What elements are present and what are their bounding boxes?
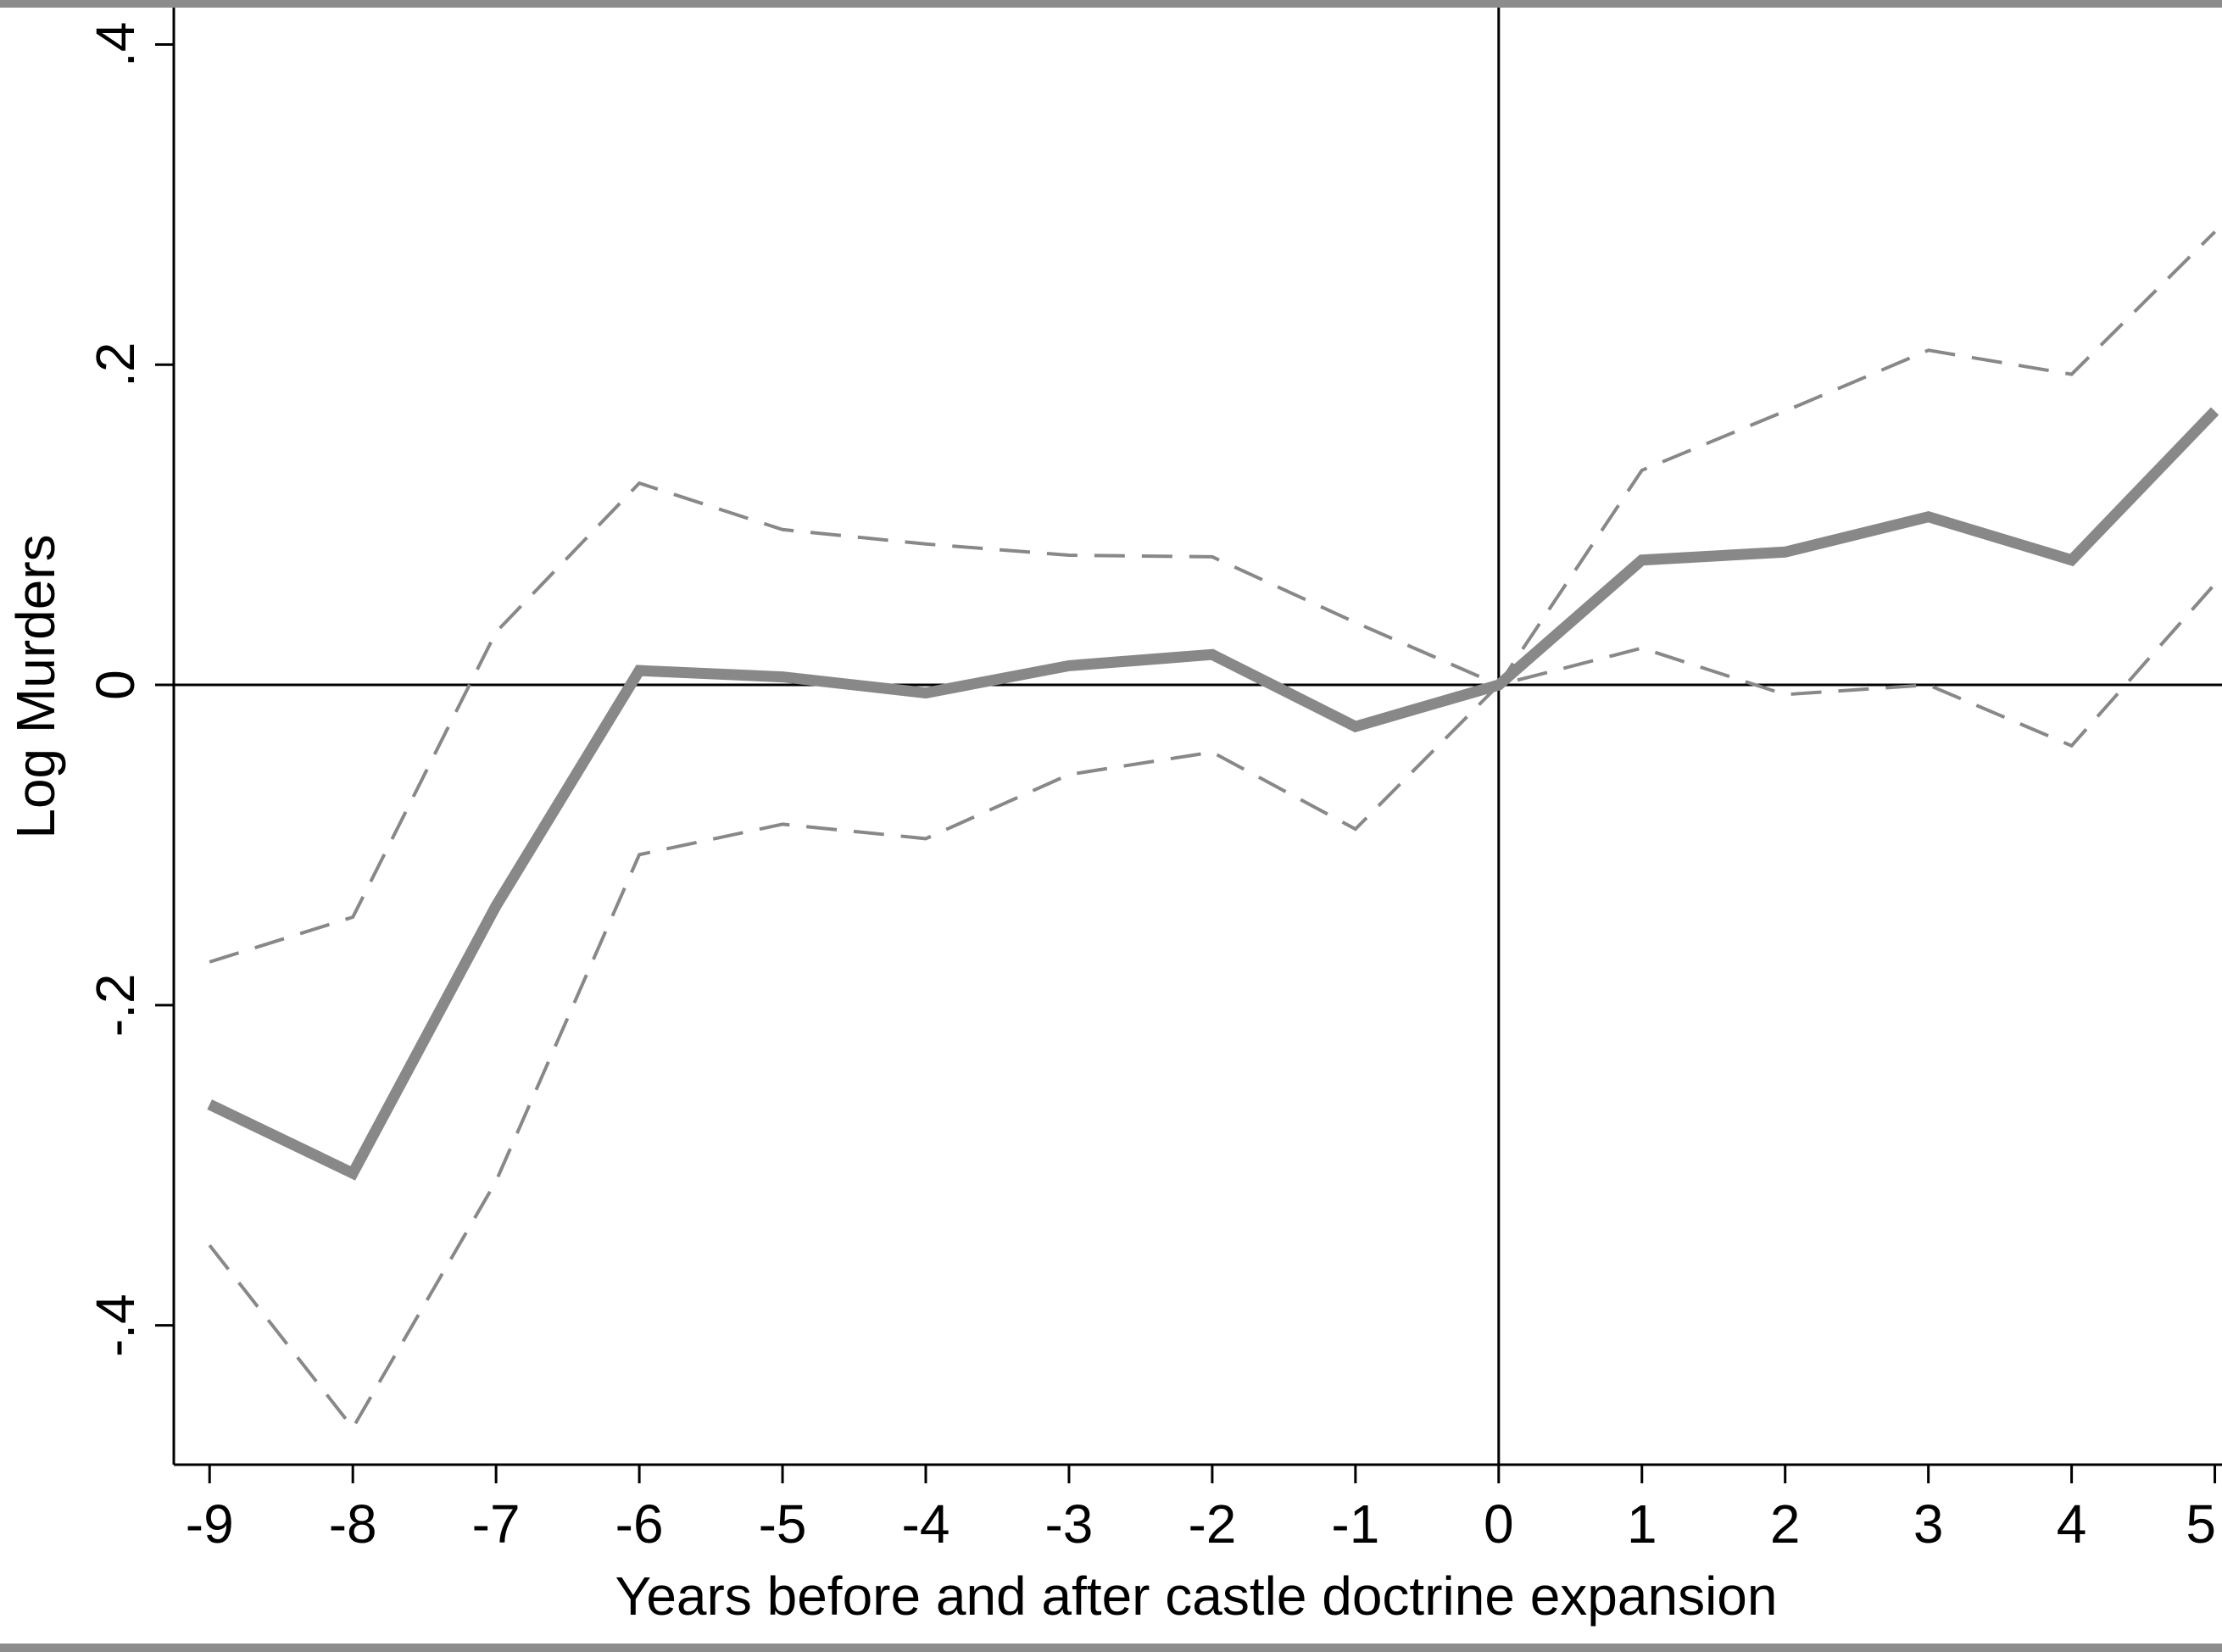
y-tick-label: -.2: [85, 974, 146, 1037]
series-line-lower-bound: [208, 582, 2217, 1432]
x-tick-label: -9: [186, 1493, 234, 1555]
x-tick-label: 4: [2057, 1493, 2087, 1555]
x-tick-label: 3: [1913, 1493, 1944, 1555]
y-tick-label: .2: [85, 342, 146, 387]
series-line-estimate: [207, 407, 2219, 1181]
x-tick-label: -4: [902, 1493, 950, 1555]
x-tick-label: -8: [329, 1493, 377, 1555]
y-tick-label: -.4: [85, 1293, 146, 1357]
x-tick-label: -2: [1188, 1493, 1236, 1555]
series-layer: [207, 231, 2219, 1432]
x-tick-label: 1: [1627, 1493, 1657, 1555]
y-tick-label: 0: [85, 670, 146, 700]
x-tick-label: -6: [615, 1493, 664, 1555]
x-tick-label: 5: [2186, 1493, 2216, 1555]
axes: -.4 -.2 0 .2 .4 -9 -8 -7 -6 -5 -4 -3 -2 -1 0 1 2 3 4 5: [85, 8, 2222, 1555]
x-tick-label: -7: [472, 1493, 521, 1555]
y-tick-label: .4: [85, 22, 146, 67]
x-tick-label: -3: [1044, 1493, 1093, 1555]
frame-top-bar: [0, 0, 2222, 8]
x-tick-label: -5: [759, 1493, 807, 1555]
x-tick-label: -1: [1331, 1493, 1379, 1555]
x-axis-title: Years before and after castle doctrine e…: [615, 1566, 1778, 1627]
series-line-upper-bound: [209, 231, 2217, 964]
x-tick-label: 2: [1770, 1493, 1801, 1555]
reference-lines: [174, 8, 2222, 1465]
x-tick-label: 0: [1484, 1493, 1514, 1555]
y-axis-title: Log Murders: [5, 534, 66, 838]
frame-bottom-bar: [0, 1644, 2222, 1652]
